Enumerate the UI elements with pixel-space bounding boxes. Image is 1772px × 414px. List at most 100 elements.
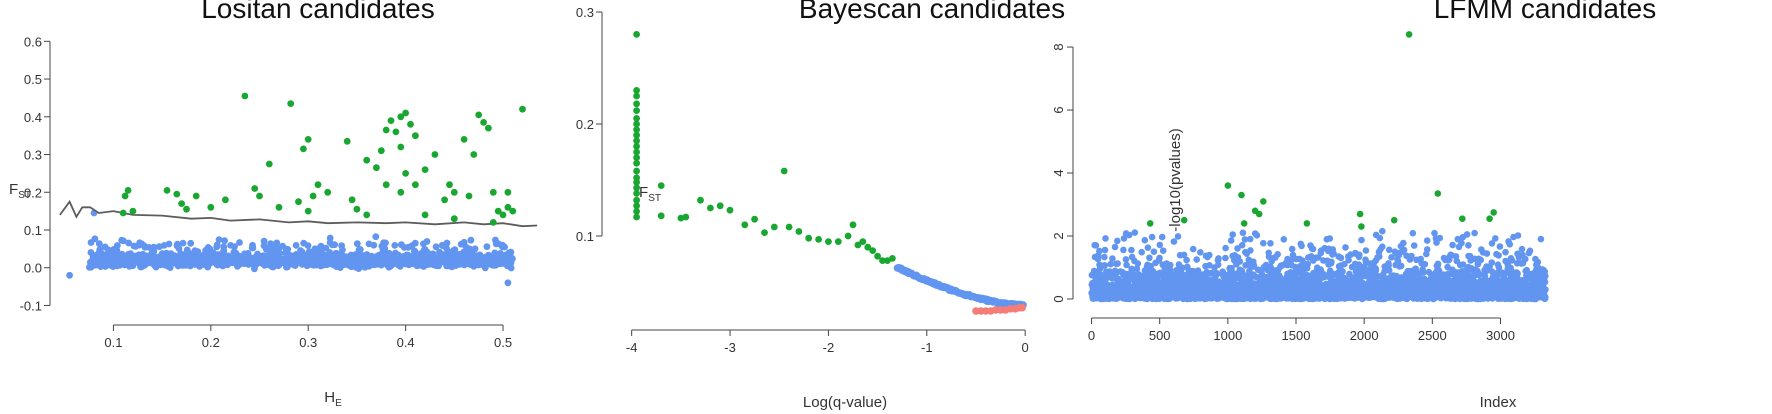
neutral-point [1153, 270, 1161, 278]
neutral-point [1150, 248, 1158, 255]
neutral-point [304, 242, 312, 250]
neutral-point [87, 258, 94, 266]
neutral-point [1132, 294, 1139, 302]
neutral-point [282, 245, 290, 253]
neutral-point [389, 259, 396, 266]
neutral-point [1298, 242, 1305, 250]
neutral-point [472, 253, 479, 261]
neutral-point [231, 243, 238, 251]
neutral-point [1454, 235, 1462, 243]
lositan-xlabel: HE [324, 389, 342, 409]
neutral-point [394, 261, 402, 269]
neutral-point [1111, 243, 1119, 251]
neutral-point [1200, 288, 1208, 295]
neutral-point [1274, 251, 1281, 258]
outlier-point [716, 202, 724, 210]
neutral-point [1232, 295, 1240, 303]
neutral-point [1097, 265, 1104, 272]
neutral-point [1471, 255, 1479, 263]
neutral-point [120, 237, 127, 245]
neutral-point [1395, 251, 1403, 259]
neutral-point [1459, 261, 1467, 268]
outlier-point [304, 207, 312, 215]
neutral-point [150, 243, 158, 251]
neutral-point [1305, 254, 1312, 261]
neutral-point [1109, 255, 1116, 262]
neutral-point [1532, 255, 1539, 263]
neutral-point [1170, 238, 1178, 245]
neutral-point [1423, 250, 1430, 258]
outlier-point [446, 181, 453, 189]
outlier-point [697, 196, 704, 204]
neutral-point [223, 253, 231, 261]
neutral-point [1502, 282, 1509, 289]
neutral-point [1335, 253, 1342, 260]
outlier-point [633, 202, 640, 210]
outlier-point [499, 211, 507, 219]
neutral-point [1451, 293, 1459, 301]
neutral-point [1465, 242, 1472, 249]
outlier-point [314, 181, 322, 189]
neutral-point [1148, 233, 1156, 241]
neutral-point [1152, 279, 1160, 286]
neutral-point [1455, 274, 1462, 282]
outlier-point [633, 178, 640, 186]
outlier-point [489, 219, 497, 226]
neutral-point [1483, 285, 1490, 293]
neutral-point [402, 254, 410, 262]
neutral-point [260, 237, 268, 245]
outlier-point [785, 223, 793, 231]
outlier-point [450, 188, 458, 196]
neutral-point [237, 256, 245, 263]
outlier-point [178, 200, 186, 208]
neutral-point [131, 258, 139, 266]
neutral-point [353, 240, 361, 248]
neutral-point [179, 239, 187, 247]
outlier-point [633, 120, 640, 128]
neutral-point [95, 240, 103, 248]
outlier-point [431, 151, 439, 158]
outlier-point [373, 164, 380, 172]
neutral-point [1222, 244, 1229, 252]
outlier-point [275, 203, 283, 211]
neutral-point [1507, 277, 1514, 284]
neutral-point [1483, 250, 1491, 257]
neutral-point [411, 239, 419, 247]
neutral-point [1481, 271, 1488, 279]
outlier-point [300, 145, 307, 153]
neutral-point [350, 259, 357, 267]
neutral-point [1227, 237, 1235, 244]
neutral-point [369, 256, 377, 263]
neutral-point [471, 245, 479, 253]
neutral-point [1444, 257, 1452, 264]
neutral-point [195, 256, 203, 264]
neutral-point [183, 246, 191, 254]
outlier-point [348, 196, 356, 204]
neutral-point [1096, 247, 1103, 255]
y-tick-label: 0.1 [24, 223, 42, 238]
neutral-point [1158, 233, 1166, 241]
neutral-point [215, 236, 223, 244]
neutral-point [1473, 289, 1480, 296]
neutral-point [505, 249, 513, 257]
outlier-point [859, 238, 867, 246]
neutral-point [1303, 271, 1311, 279]
outlier-point [834, 238, 842, 246]
neutral-point [443, 244, 450, 252]
x-tick-label: -2 [823, 340, 835, 355]
neutral-point [1477, 256, 1485, 264]
outlier-point [494, 207, 502, 215]
neutral-point [1183, 256, 1190, 264]
neutral-point [483, 243, 491, 251]
neutral-point [1455, 243, 1463, 251]
neutral-point [457, 240, 465, 248]
lositan-points [59, 92, 538, 287]
neutral-point [1379, 271, 1387, 279]
outlier-point [504, 203, 512, 211]
x-tick-label: -4 [626, 340, 638, 355]
neutral-point [331, 261, 339, 268]
neutral-point [504, 279, 512, 287]
neutral-point [1179, 278, 1186, 285]
y-tick-label: 0.4 [24, 110, 42, 125]
neutral-point [1358, 236, 1365, 244]
